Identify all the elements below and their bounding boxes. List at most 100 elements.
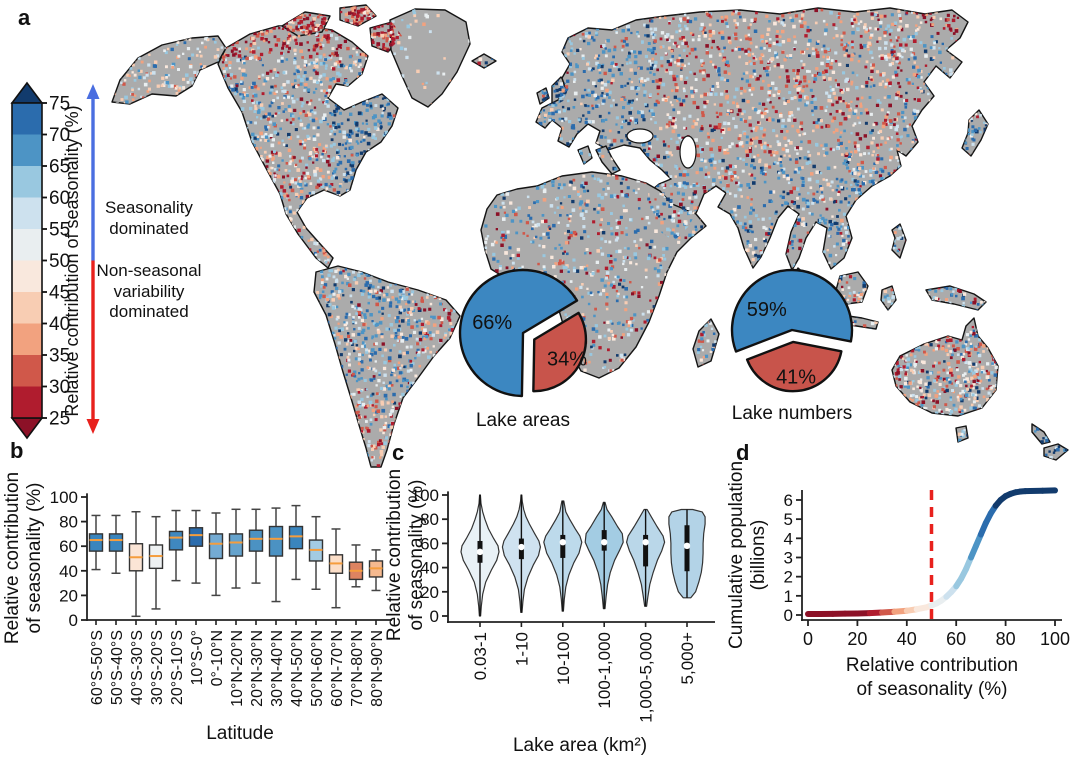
- box-plot-box: [208, 512, 224, 597]
- pie-caption: Lake numbers: [732, 403, 852, 424]
- panel-c-label: c: [392, 440, 405, 465]
- pie-slice-nonseasonal: [745, 340, 843, 393]
- colorbar-segment: [12, 323, 42, 356]
- pie-lake-areas: 66% 34% Lake areas: [458, 268, 588, 431]
- seasonality-dominated-label: Seasonality dominated: [105, 198, 193, 238]
- x-tick-label: 40°S-30°S: [129, 630, 146, 705]
- box-plot-box: [248, 508, 264, 584]
- colorbar-segment: [12, 292, 42, 324]
- x-tick-label: 100-1,000: [595, 632, 614, 709]
- x-tick-label: 5,000+: [678, 632, 697, 685]
- y-tick-label: 0: [784, 606, 793, 625]
- x-tick-label: 40°N-50°N: [289, 630, 306, 707]
- world-map: 66% 34% Lake areas 59% 41% Lake numbers: [111, 4, 1069, 468]
- iqr-box: [228, 533, 244, 557]
- y-tick-label: 4: [784, 529, 793, 548]
- iqr-box: [288, 525, 304, 550]
- y-tick-label: 6: [784, 491, 793, 510]
- x-tick-label: 10°S-0°: [189, 630, 206, 686]
- box-plot-box: [88, 514, 104, 571]
- x-tick-label: 10-100: [554, 632, 573, 685]
- violin: [543, 500, 583, 612]
- colorbar-segment: [12, 260, 42, 293]
- colorbar-title: Relative contribution of seasonality (%): [62, 105, 82, 416]
- pie-slice-label: 34%: [547, 348, 587, 370]
- y-tick-label: 40: [420, 559, 439, 578]
- x-tick-label: 30°N-40°N: [269, 630, 286, 707]
- panel-c-violinplot: 0 20 40 60 80 100 0.03-1 1-10 10-100 100-1,000 1,0…: [384, 469, 715, 756]
- box-plot-box: [368, 549, 384, 592]
- violin-iqr: [643, 534, 649, 567]
- colorbar-segment: [12, 386, 42, 419]
- x-axis-title: Latitude: [206, 723, 274, 744]
- x-tick-label: 20°N-30°N: [249, 630, 266, 707]
- pie-slice-nonseasonal: [532, 311, 588, 393]
- colorbar-segment: [12, 197, 42, 230]
- iqr-box: [248, 529, 264, 552]
- x-tick-label: 60°N-70°N: [329, 630, 346, 707]
- violin: [501, 494, 541, 613]
- y-tick-label: 60: [420, 534, 439, 553]
- y-tick-label: 1: [784, 587, 793, 606]
- y-tick-label: 20: [59, 586, 78, 605]
- continent: [389, 8, 471, 108]
- panel-b-label: b: [10, 438, 24, 463]
- panel-d-label: d: [736, 440, 750, 465]
- colorbar-segment: [12, 166, 42, 198]
- colorbar-tick-label: 45: [49, 283, 70, 304]
- y-axis-title: Cumulative population: [726, 461, 747, 649]
- y-tick-label: 2: [784, 568, 793, 587]
- colorbar-over-arrow: [10, 81, 44, 104]
- colorbar-tick-label: 70: [49, 125, 70, 146]
- y-axis-title: of seasonality (%): [406, 479, 427, 630]
- box-plot-box: [128, 511, 144, 618]
- x-tick-label: 10°N-20°N: [229, 630, 246, 707]
- pie-caption: Lake areas: [476, 410, 570, 431]
- x-tick-label: 20°S-10°S: [169, 630, 186, 705]
- x-tick-label: 80°N-90°N: [369, 630, 386, 707]
- box-plot-box: [348, 544, 364, 588]
- x-tick-label: 60°S-50°S: [89, 630, 106, 705]
- colorbar-tick-label: 30: [49, 377, 70, 398]
- y-tick-label: 5: [784, 510, 793, 529]
- caspian-sea: [679, 135, 697, 169]
- box-plot-box: [168, 509, 184, 582]
- x-tick-label: 60: [946, 629, 966, 649]
- continent: [692, 318, 720, 368]
- y-axis-title: (billions): [748, 520, 769, 591]
- x-axis-title: Relative contribution: [846, 655, 1018, 676]
- x-tick-label: 50°S-40°S: [109, 630, 126, 705]
- x-tick-label: 100: [1040, 629, 1070, 649]
- y-tick-label: 80: [59, 513, 78, 532]
- colorbar-tick-label: 65: [49, 157, 70, 178]
- x-axis-title: Lake area (km²): [513, 735, 647, 756]
- y-tick-label: 20: [420, 583, 439, 602]
- black-sea: [626, 128, 654, 144]
- continent: [111, 35, 227, 105]
- y-tick-label: 3: [784, 548, 793, 567]
- x-tick-label: 20: [847, 629, 867, 649]
- pie-slice-label: 41%: [776, 367, 816, 389]
- continents: [111, 4, 1069, 468]
- x-tick-label: 80: [996, 629, 1016, 649]
- colorbar-segment: [12, 134, 42, 167]
- box-plot-box: [188, 509, 204, 584]
- violin-median-dot: [476, 548, 484, 556]
- violin-median-dot: [683, 542, 691, 550]
- violin: [668, 508, 706, 599]
- colorbar-tick-label: 55: [49, 220, 70, 241]
- x-tick-label: 0.03-1: [471, 632, 490, 680]
- box-plot-box: [228, 508, 244, 589]
- colorbar-segment: [12, 355, 42, 387]
- violin: [460, 494, 500, 617]
- violin-median-dot: [601, 538, 608, 546]
- pie-slice-seasonal: [730, 268, 854, 353]
- box-plot-box: [308, 515, 324, 590]
- y-tick-label: 100: [50, 488, 78, 507]
- iqr-box: [108, 533, 124, 552]
- colorbar-tick-label: 25: [49, 409, 70, 430]
- colorbar-segment: [12, 103, 42, 135]
- continent: [471, 53, 497, 69]
